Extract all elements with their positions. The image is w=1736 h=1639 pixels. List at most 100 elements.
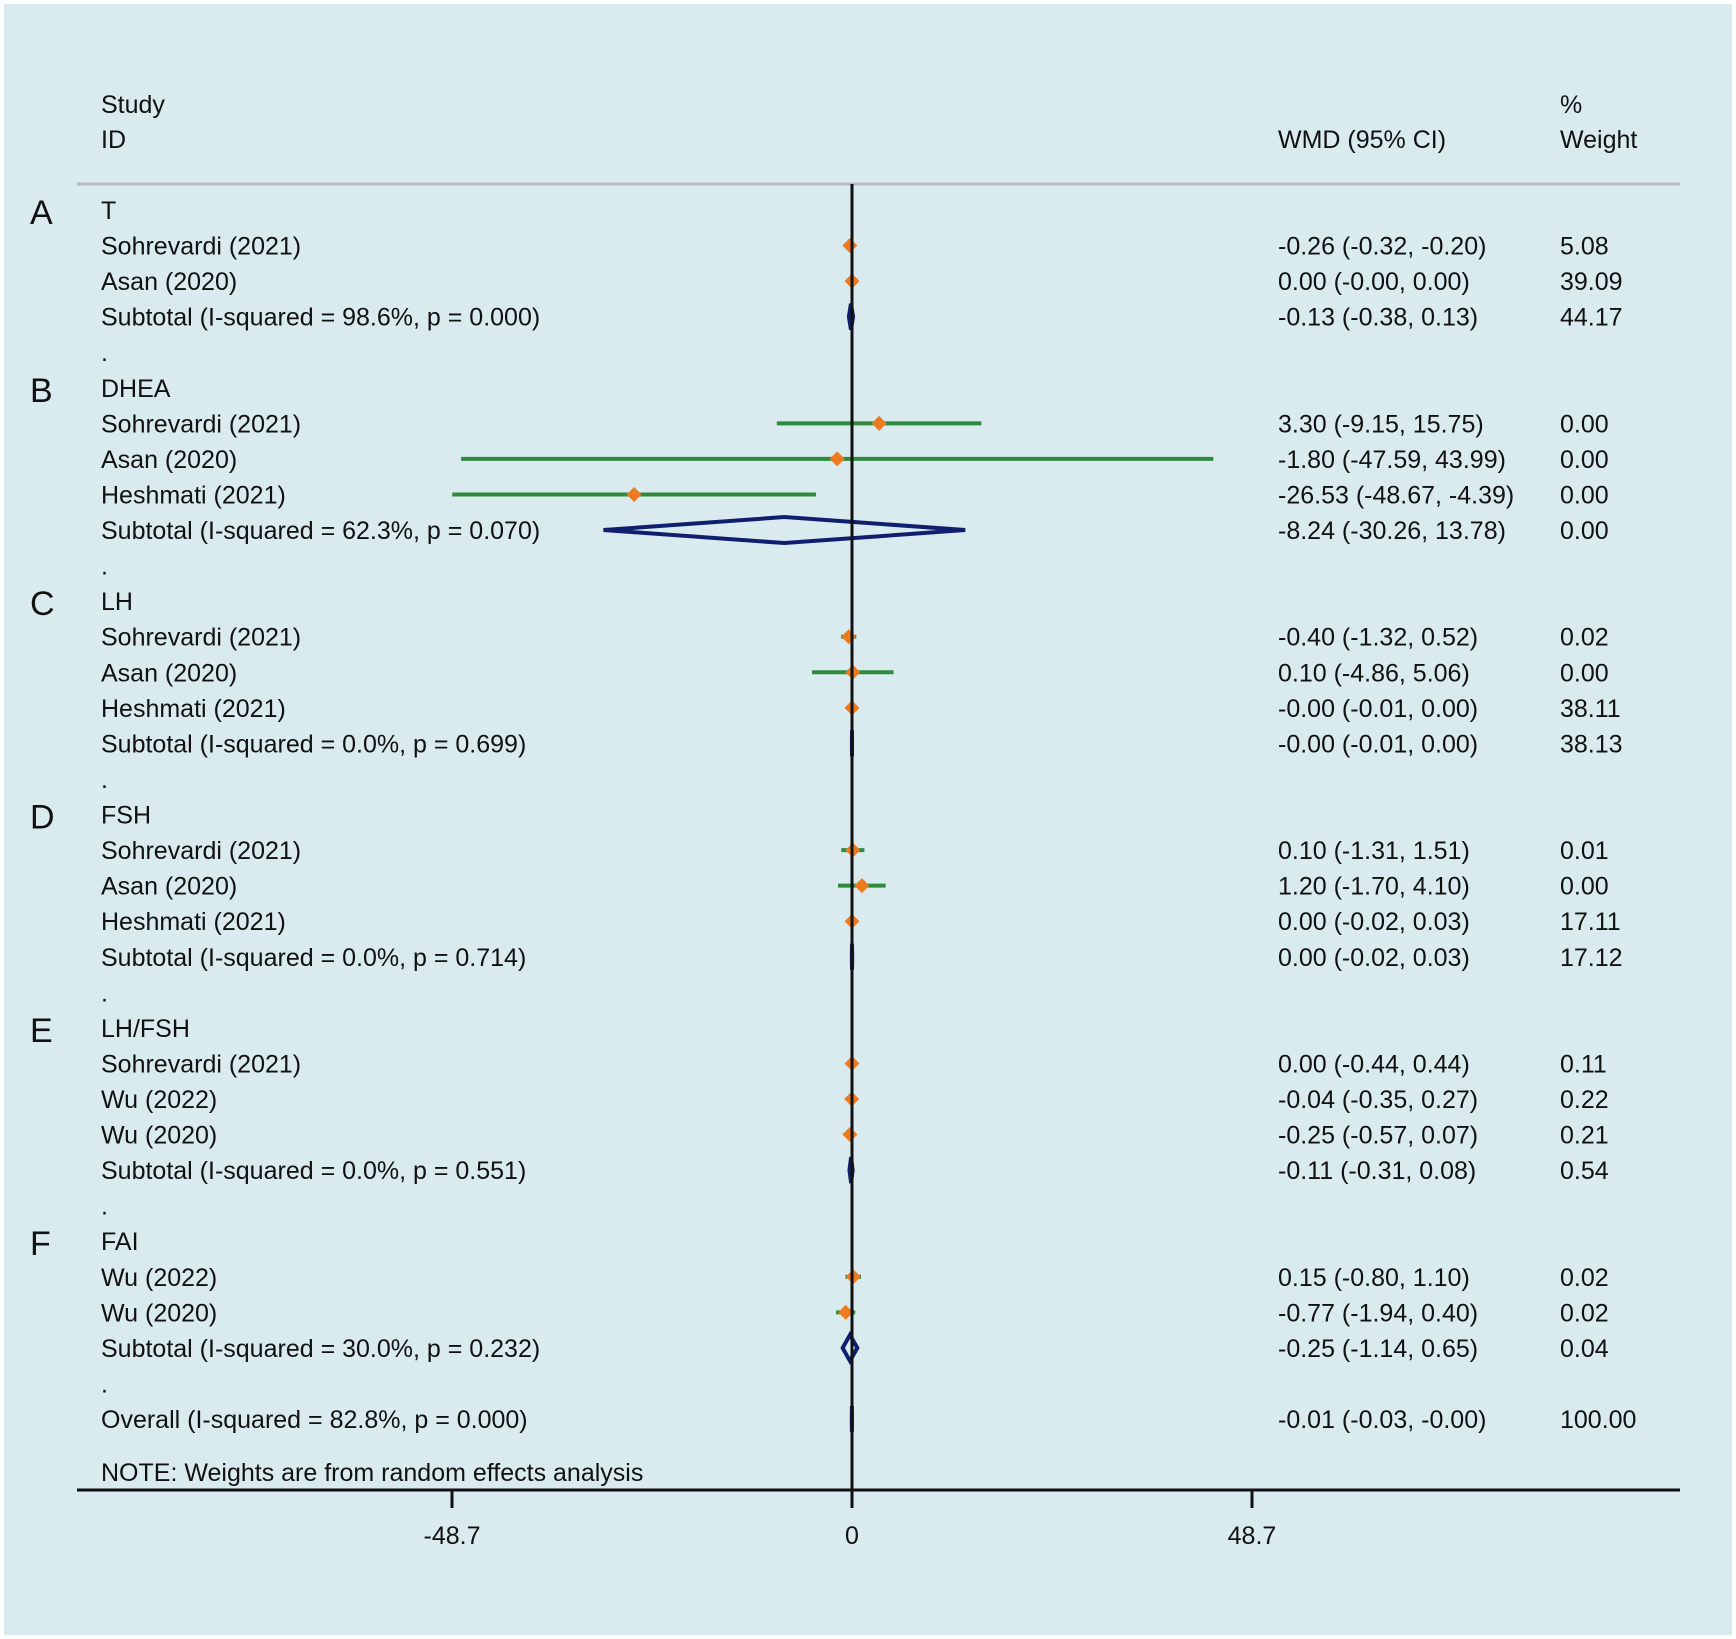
study-weight-text: 0.00 — [1560, 873, 1609, 901]
panel-letter: C — [30, 585, 55, 623]
study-ci-text: 0.10 (-4.86, 5.06) — [1278, 659, 1470, 687]
study-ci-text: 0.10 (-1.31, 1.51) — [1278, 837, 1470, 865]
overall-ci-text: -0.01 (-0.03, -0.00) — [1278, 1406, 1486, 1434]
header-weight-pct: % — [1560, 91, 1582, 119]
subtotal-weight-text: 17.12 — [1560, 944, 1623, 972]
subtotal-weight-text: 0.04 — [1560, 1335, 1609, 1363]
subtotal-diamond — [840, 1330, 860, 1365]
study-ci-text: -26.53 (-48.67, -4.39) — [1278, 481, 1514, 509]
overall-label: Overall (I-squared = 82.8%, p = 0.000) — [101, 1406, 528, 1434]
subtotal-ci-text: -0.25 (-1.14, 0.65) — [1278, 1335, 1478, 1363]
x-tick-label: -48.7 — [424, 1522, 481, 1550]
study-ci-text: -0.26 (-0.32, -0.20) — [1278, 233, 1486, 261]
study-label: Wu (2020) — [101, 1299, 217, 1327]
study-point-estimate — [842, 238, 858, 254]
study-weight-text: 0.00 — [1560, 410, 1609, 438]
study-weight-text: 0.00 — [1560, 659, 1609, 687]
study-label: Wu (2022) — [101, 1264, 217, 1292]
study-weight-text: 39.09 — [1560, 268, 1623, 296]
study-weight-text: 0.02 — [1560, 624, 1609, 652]
study-weight-text: 0.02 — [1560, 1299, 1609, 1327]
study-label: Heshmati (2021) — [101, 695, 286, 723]
study-weight-text: 17.11 — [1560, 908, 1621, 936]
subtotal-label: Subtotal (I-squared = 62.3%, p = 0.070) — [101, 517, 540, 545]
study-label: Wu (2022) — [101, 1086, 217, 1114]
spacer-dot: . — [101, 1193, 108, 1221]
overall-weight-text: 100.00 — [1560, 1406, 1636, 1434]
subtotal-label: Subtotal (I-squared = 0.0%, p = 0.699) — [101, 730, 526, 758]
subtotal-ci-text: -0.11 (-0.31, 0.08) — [1278, 1157, 1476, 1185]
subtotal-diamond — [603, 515, 966, 546]
note-text: NOTE: Weights are from random effects an… — [101, 1459, 643, 1487]
header-study: Study — [101, 91, 165, 119]
study-ci-text: 0.00 (-0.02, 0.03) — [1278, 908, 1470, 936]
spacer-dot: . — [101, 339, 108, 367]
panel-letter: D — [30, 799, 55, 837]
study-weight-text: 0.00 — [1560, 481, 1609, 509]
study-label: Sohrevardi (2021) — [101, 624, 301, 652]
subtotal-weight-text: 44.17 — [1560, 304, 1623, 332]
header-id: ID — [101, 126, 126, 154]
spacer-dot: . — [101, 553, 108, 581]
spacer-dot: . — [101, 979, 108, 1007]
x-tick-label: 0 — [845, 1522, 859, 1550]
study-point-estimate — [829, 451, 845, 467]
study-label: Wu (2020) — [101, 1122, 217, 1150]
study-weight-text: 0.01 — [1560, 837, 1609, 865]
study-ci-text: -0.40 (-1.32, 0.52) — [1278, 624, 1478, 652]
study-ci-text: -0.00 (-0.01, 0.00) — [1278, 695, 1478, 723]
panel-letter: A — [30, 194, 53, 232]
study-label: Sohrevardi (2021) — [101, 837, 301, 865]
study-ci-text: 0.15 (-0.80, 1.10) — [1278, 1264, 1470, 1292]
study-label: Heshmati (2021) — [101, 481, 286, 509]
study-label: Sohrevardi (2021) — [101, 233, 301, 261]
study-ci-text: 0.00 (-0.00, 0.00) — [1278, 268, 1470, 296]
subtotal-ci-text: -8.24 (-30.26, 13.78) — [1278, 517, 1506, 545]
study-ci-text: 0.00 (-0.44, 0.44) — [1278, 1050, 1470, 1078]
spacer-dot: . — [101, 1370, 108, 1398]
study-ci-text: 3.30 (-9.15, 15.75) — [1278, 410, 1484, 438]
panel-letter: F — [30, 1225, 51, 1263]
forest-rows: A T Sohrevardi (2021) -0.26 (-0.32, -0.20) 5… — [30, 194, 1636, 1434]
panel-letter: E — [30, 1012, 53, 1050]
header-effect: WMD (95% CI) — [1278, 126, 1446, 154]
group-name: LH — [101, 588, 133, 616]
subtotal-weight-text: 38.13 — [1560, 730, 1623, 758]
study-point-estimate — [842, 1127, 858, 1143]
study-weight-text: 0.21 — [1560, 1122, 1609, 1150]
study-ci-text: -0.25 (-0.57, 0.07) — [1278, 1122, 1478, 1150]
study-weight-text: 0.22 — [1560, 1086, 1609, 1114]
group-name: FAI — [101, 1228, 139, 1256]
study-weight-text: 38.11 — [1560, 695, 1621, 723]
study-label: Asan (2020) — [101, 659, 237, 687]
subtotal-label: Subtotal (I-squared = 30.0%, p = 0.232) — [101, 1335, 540, 1363]
subtotal-ci-text: -0.13 (-0.38, 0.13) — [1278, 304, 1478, 332]
study-label: Sohrevardi (2021) — [101, 410, 301, 438]
study-weight-text: 0.11 — [1560, 1050, 1607, 1078]
group-name: LH/FSH — [101, 1015, 190, 1043]
group-name: DHEA — [101, 375, 171, 403]
study-weight-text: 0.00 — [1560, 446, 1609, 474]
study-weight-text: 5.08 — [1560, 233, 1609, 261]
subtotal-weight-text: 0.54 — [1560, 1157, 1609, 1185]
subtotal-ci-text: 0.00 (-0.02, 0.03) — [1278, 944, 1470, 972]
spacer-dot: . — [101, 766, 108, 794]
panel-letter: B — [30, 372, 53, 410]
study-label: Heshmati (2021) — [101, 908, 286, 936]
subtotal-label: Subtotal (I-squared = 0.0%, p = 0.551) — [101, 1157, 526, 1185]
subtotal-label: Subtotal (I-squared = 98.6%, p = 0.000) — [101, 304, 540, 332]
group-name: T — [101, 197, 116, 225]
study-point-estimate — [626, 486, 642, 502]
group-name: FSH — [101, 802, 151, 830]
study-label: Sohrevardi (2021) — [101, 1050, 301, 1078]
study-label: Asan (2020) — [101, 873, 237, 901]
study-point-estimate — [871, 415, 887, 431]
subtotal-label: Subtotal (I-squared = 0.0%, p = 0.714) — [101, 944, 526, 972]
study-point-estimate — [854, 878, 870, 894]
header-weight: Weight — [1560, 126, 1637, 154]
plot-background — [4, 4, 1732, 1635]
study-label: Asan (2020) — [101, 446, 237, 474]
study-ci-text: -0.04 (-0.35, 0.27) — [1278, 1086, 1478, 1114]
study-point-estimate — [838, 1304, 854, 1320]
